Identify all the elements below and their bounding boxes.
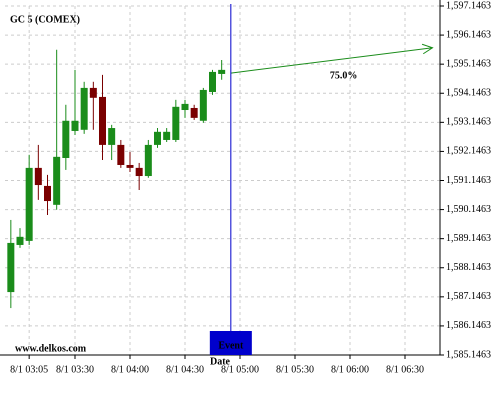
candle-body [172,106,180,140]
watermark: www.delkos.com [15,343,87,354]
y-tick-label: 1,595.1463 [446,58,491,69]
y-tick-label: 1,588.1463 [446,262,491,273]
candle-body [71,120,79,131]
candle-body [209,71,216,92]
event-box [209,331,252,355]
y-tick-label: 1,586.1463 [446,320,491,331]
x-tick-label: 8/1 03:05 [10,364,48,375]
candle-body [135,167,143,177]
candle-body [80,87,88,130]
y-tick-label: 1,587.1463 [446,291,491,302]
candle-body [99,96,106,145]
candle-body [190,107,198,118]
candle-body [34,167,42,186]
candle-body [199,89,207,121]
candle-body [154,131,161,145]
y-tick-label: 1,592.1463 [446,146,491,157]
x-tick-label: 8/1 03:30 [56,364,94,375]
x-tick-label: 8/1 06:30 [386,364,424,375]
y-tick-label: 1,597.1463 [446,0,491,11]
candle-body [144,144,152,177]
candle-body [89,87,97,98]
y-tick-label: 1,591.1463 [446,175,491,186]
event-label: Event [218,340,244,351]
forecast-line [230,47,433,74]
candle-body [44,185,51,202]
x-tick-label: 8/1 04:30 [166,364,204,375]
y-tick-label: 1,594.1463 [446,88,491,99]
y-tick-label: 1,589.1463 [446,233,491,244]
candle-body [181,103,189,111]
candle-body [16,236,24,245]
candle-body [117,144,125,165]
candle-body [163,131,171,140]
x-tick-label: 8/1 06:00 [331,364,369,375]
candle-body [53,156,61,205]
x-tick-label: 8/1 05:30 [276,364,314,375]
forecast-arrowhead [421,43,434,55]
forecast-label: 75.0% [330,71,358,82]
candle-body [62,120,70,158]
candle-body [126,164,134,168]
candle-body [7,242,15,293]
candle-body [108,128,116,145]
y-tick-label: 1,596.1463 [446,29,491,40]
y-tick-label: 1,585.1463 [446,349,491,360]
x-axis-label: Date [210,356,231,367]
chart-title: GC 5 (COMEX) [10,14,80,25]
y-tick-label: 1,593.1463 [446,117,491,128]
y-tick-label: 1,590.1463 [446,204,491,215]
x-tick-label: 8/1 04:00 [111,364,149,375]
candle-body [25,167,33,241]
x-tick-label: 8/1 05:00 [221,364,259,375]
candle-body [218,69,226,74]
